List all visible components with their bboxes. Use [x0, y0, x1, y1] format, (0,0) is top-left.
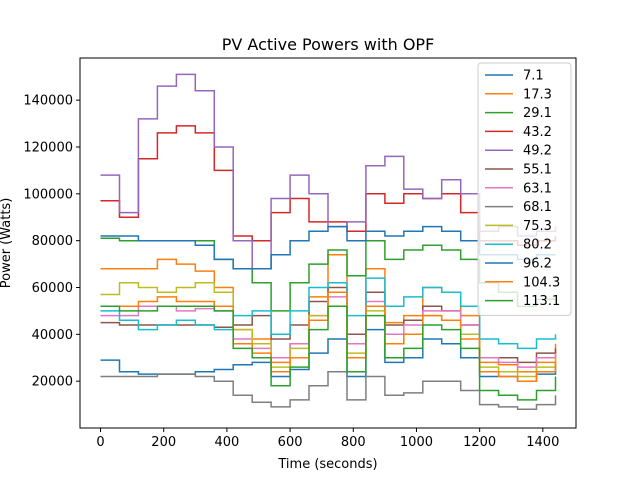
legend-label: 7.1 [523, 69, 544, 84]
y-tick-label: 120000 [23, 140, 73, 155]
legend-label: 63.1 [523, 181, 552, 196]
legend-label: 29.1 [523, 106, 552, 121]
x-tick-label: 600 [278, 435, 303, 450]
x-tick-label: 1000 [400, 435, 433, 450]
series-line-6 [100, 296, 557, 368]
legend-label: 43.2 [523, 125, 552, 140]
y-tick-label: 40000 [32, 328, 73, 343]
legend-label: 113.1 [523, 294, 560, 309]
x-axis-label: Time (seconds) [277, 457, 377, 472]
legend-label: 17.3 [523, 87, 552, 102]
plot-frame [79, 57, 577, 429]
legend-label: 104.3 [523, 275, 560, 290]
x-tick-label: 1200 [463, 435, 496, 450]
x-tick-label: 0 [96, 435, 104, 450]
series-line-12 [100, 305, 557, 401]
x-axis: 0 200 400 600 800 1000 1200 1400 [96, 428, 559, 450]
y-tick-label: 140000 [23, 94, 73, 109]
legend-label: 96.2 [523, 257, 552, 272]
x-tick-label: 800 [341, 435, 366, 450]
legend-label: 68.1 [523, 200, 552, 215]
legend-label: 49.2 [523, 144, 552, 159]
y-tick-label: 20000 [32, 375, 73, 390]
x-tick-label: 1400 [526, 435, 559, 450]
chart-title: PV Active Powers with OPF [222, 35, 435, 54]
x-tick-label: 200 [151, 435, 176, 450]
y-tick-label: 80000 [32, 234, 73, 249]
x-tick-label: 400 [214, 435, 239, 450]
legend-label: 75.3 [523, 219, 552, 234]
y-axis: 20000 40000 60000 80000 100000 120000 140000 [23, 94, 80, 390]
y-tick-label: 100000 [23, 187, 73, 202]
series-line-11 [100, 291, 557, 382]
y-tick-label: 60000 [32, 281, 73, 296]
legend-label: 80.2 [523, 238, 552, 253]
legend-label: 55.1 [523, 163, 552, 178]
legend-box [477, 62, 572, 316]
y-axis-label: Power (Watts) [0, 198, 14, 289]
legend: 7.1 17.3 29.1 43.2 49.2 55.1 63.1 68.1 75.3 80.2 9… [477, 62, 572, 316]
